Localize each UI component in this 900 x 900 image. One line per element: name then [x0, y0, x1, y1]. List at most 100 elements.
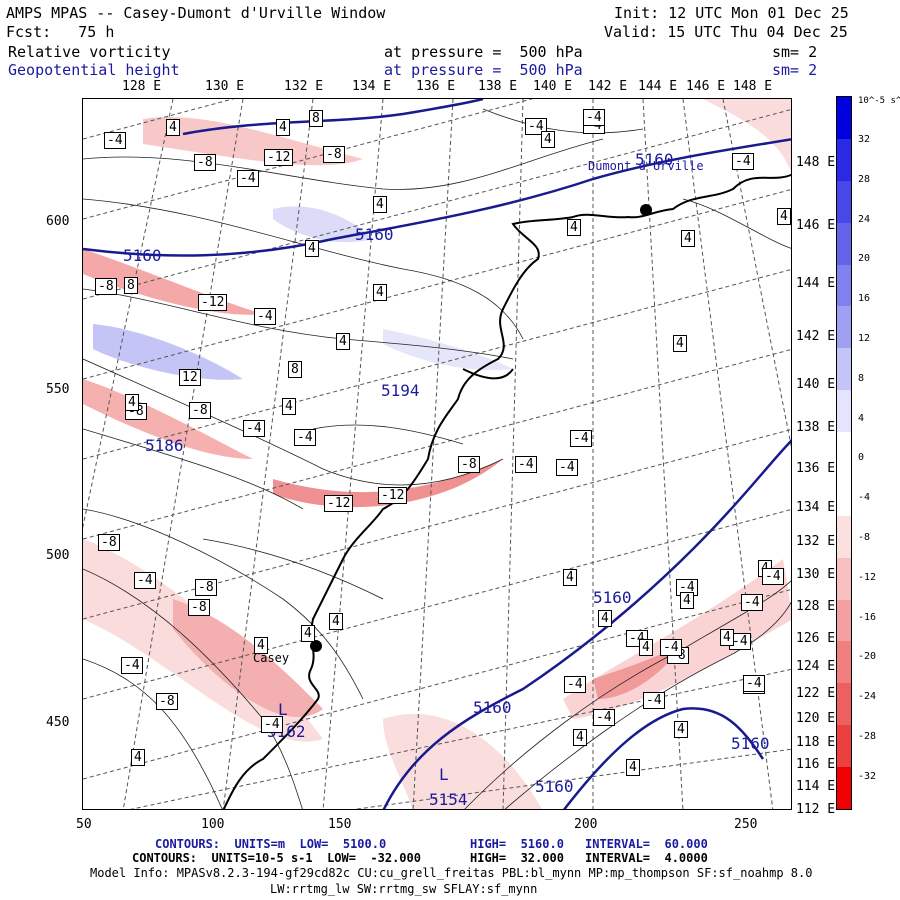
height-contour-label: L — [278, 700, 288, 719]
colorbar-unit: 10^-5 s^-1 — [858, 96, 900, 106]
vorticity-contour-label: 4 — [673, 335, 687, 352]
vorticity-contour-label: -4 — [743, 675, 765, 692]
vorticity-contour-label: -8 — [98, 534, 120, 551]
colorbar-segment — [837, 264, 851, 307]
field1-name: Relative vorticity — [8, 43, 171, 61]
vorticity-contour-label: -12 — [198, 294, 228, 311]
vorticity-contour-label: -4 — [583, 109, 605, 126]
footer-height-contours: CONTOURS: UNITS=m LOW= 5100.0 — [155, 837, 387, 851]
field2-name: Geopotential height — [8, 61, 180, 79]
colorbar-segment — [837, 515, 851, 559]
vorticity-contour-label: 4 — [329, 613, 343, 630]
vorticity-contour-label: 4 — [681, 230, 695, 247]
colorbar-segment — [837, 306, 851, 349]
latitude-label: 112 E — [796, 802, 836, 817]
init-time: Init: 12 UTC Mon 01 Dec 25 — [614, 4, 849, 22]
height-contour-label: 5194 — [381, 381, 420, 400]
station-label-casey: Casey — [253, 651, 290, 665]
colorbar-label: 4 — [858, 412, 865, 424]
height-contour-label: 5186 — [145, 436, 184, 455]
longitude-label: 138 E — [478, 79, 518, 94]
colorbar-segment — [837, 725, 851, 768]
vorticity-contour-label: -8 — [188, 599, 210, 616]
colorbar-label: -4 — [858, 492, 871, 504]
vorticity-contour-label: 12 — [179, 369, 201, 386]
vorticity-contour-label: 4 — [282, 398, 296, 415]
vorticity-contour-label: 4 — [563, 569, 577, 586]
vorticity-contour-label: 4 — [336, 333, 350, 350]
vorticity-contour-label: -4 — [660, 639, 682, 656]
latitude-label: 132 E — [796, 534, 836, 549]
x-tick-label: 100 — [201, 817, 225, 832]
vorticity-contour-label: -4 — [294, 429, 316, 446]
vorticity-contour-label: -8 — [323, 146, 345, 163]
colorbar-label: 20 — [858, 253, 871, 265]
vorticity-contour-label: 8 — [288, 361, 302, 378]
vorticity-contour-label: 4 — [541, 131, 555, 148]
vorticity-contour-label: -8 — [195, 579, 217, 596]
y-tick-label: 600 — [46, 214, 70, 229]
x-tick-label: 50 — [76, 817, 92, 832]
footer-height-high: HIGH= 5160.0 — [470, 837, 564, 851]
vorticity-contour-label: -4 — [104, 132, 126, 149]
colorbar-segment — [837, 557, 851, 601]
footer-vort-high: HIGH= 32.000 — [470, 851, 564, 865]
vorticity-contour-label: 8 — [124, 277, 138, 294]
vorticity-contour-label: -4 — [676, 579, 698, 596]
colorbar-label: 0 — [858, 452, 865, 464]
colorbar-segment — [837, 432, 851, 475]
colorbar-label: -16 — [858, 611, 877, 623]
latitude-label: 116 E — [796, 757, 836, 772]
height-contour-label: 5160 — [535, 777, 574, 796]
latitude-label: 122 E — [796, 686, 836, 701]
footer-height-interval: INTERVAL= 60.000 — [585, 837, 708, 851]
latitude-label: 118 E — [796, 735, 836, 750]
vorticity-contour-label: -4 — [556, 459, 578, 476]
vorticity-contour-label: 4 — [598, 610, 612, 627]
height-contour-label: 5160 — [635, 150, 674, 169]
vorticity-contour-label: -4 — [643, 692, 665, 709]
longitude-label: 142 E — [588, 79, 628, 94]
vorticity-contour-label: 4 — [305, 240, 319, 257]
vorticity-contour-label: 4 — [777, 208, 791, 225]
vorticity-contour-label: 4 — [373, 196, 387, 213]
colorbar-label: 8 — [858, 372, 865, 384]
longitude-label: 128 E — [122, 79, 162, 94]
longitude-label: 130 E — [205, 79, 245, 94]
footer-vort-contours: CONTOURS: UNITS=10-5 s-1 LOW= -32.000 — [132, 851, 421, 865]
vorticity-contour-label: 4 — [639, 639, 653, 656]
vorticity-contour-label: -8 — [125, 403, 147, 420]
graticule — [83, 99, 791, 809]
longitude-label: 140 E — [533, 79, 573, 94]
vorticity-contour-label: 4 — [276, 119, 290, 136]
vorticity-contour-label: -4 — [593, 709, 615, 726]
vorticity-contours — [83, 108, 791, 809]
vorticity-contour-label: -8 — [156, 693, 178, 710]
longitude-label: 148 E — [733, 79, 773, 94]
longitude-label: 136 E — [416, 79, 456, 94]
latitude-label: 140 E — [796, 377, 836, 392]
vorticity-contour-label: -4 — [762, 568, 784, 585]
longitude-label: 134 E — [352, 79, 392, 94]
footer-physics-info: LW:rrtmg_lw SW:rrtmg_sw SFLAY:sf_mynn — [270, 882, 538, 896]
vorticity-contour-label: -4 — [525, 118, 547, 135]
colorbar-segment — [837, 473, 851, 517]
vorticity-contour-label: 4 — [131, 749, 145, 766]
field2-level: at pressure = 500 hPa — [384, 61, 583, 79]
y-tick-label: 550 — [46, 382, 70, 397]
latitude-label: 130 E — [796, 567, 836, 582]
colorbar-segment — [837, 138, 851, 182]
latitude-label: 142 E — [796, 329, 836, 344]
forecast-hour: Fcst: 75 h — [6, 23, 115, 41]
footer-vort-interval: INTERVAL= 4.0000 — [585, 851, 708, 865]
colorbar-label: -32 — [858, 770, 877, 782]
colorbar-label: 12 — [858, 333, 871, 344]
coastline — [222, 173, 791, 809]
latitude-label: 126 E — [796, 631, 836, 646]
vorticity-shading — [83, 99, 791, 809]
vorticity-contour-label: 4 — [301, 625, 315, 642]
x-tick-label: 200 — [574, 817, 598, 832]
vorticity-contour-label: -4 — [564, 676, 586, 693]
map-panel: Dumont d'Urville Casey 5160 5160 5160 5194 5… — [82, 98, 792, 810]
vorticity-contour-label: -4 — [515, 456, 537, 473]
